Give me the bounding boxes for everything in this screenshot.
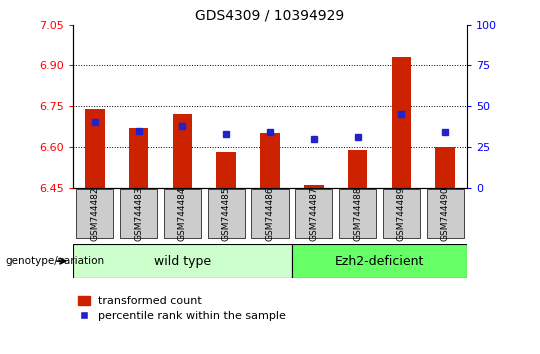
Text: GSM744482: GSM744482 xyxy=(90,186,99,240)
Text: genotype/variation: genotype/variation xyxy=(5,256,105,266)
FancyBboxPatch shape xyxy=(73,244,292,278)
Bar xyxy=(392,57,411,188)
Text: GSM744484: GSM744484 xyxy=(178,186,187,240)
Text: Ezh2-deficient: Ezh2-deficient xyxy=(335,255,424,268)
FancyBboxPatch shape xyxy=(427,189,464,238)
Bar xyxy=(435,147,455,188)
Bar xyxy=(129,128,148,188)
Bar xyxy=(173,114,192,188)
Bar xyxy=(348,150,367,188)
Legend: transformed count, percentile rank within the sample: transformed count, percentile rank withi… xyxy=(78,296,286,321)
Bar xyxy=(217,152,236,188)
Text: GSM744490: GSM744490 xyxy=(441,186,450,241)
Text: GSM744483: GSM744483 xyxy=(134,186,143,241)
FancyBboxPatch shape xyxy=(252,189,288,238)
FancyBboxPatch shape xyxy=(120,189,157,238)
Bar xyxy=(304,185,323,188)
FancyBboxPatch shape xyxy=(295,189,333,238)
Bar xyxy=(85,109,105,188)
FancyBboxPatch shape xyxy=(339,189,376,238)
Title: GDS4309 / 10394929: GDS4309 / 10394929 xyxy=(195,8,345,22)
Text: GSM744486: GSM744486 xyxy=(266,186,274,241)
Text: GSM744485: GSM744485 xyxy=(222,186,231,241)
Text: GSM744489: GSM744489 xyxy=(397,186,406,241)
Text: GSM744488: GSM744488 xyxy=(353,186,362,241)
FancyBboxPatch shape xyxy=(76,189,113,238)
FancyBboxPatch shape xyxy=(164,189,201,238)
Bar xyxy=(260,133,280,188)
FancyBboxPatch shape xyxy=(383,189,420,238)
FancyBboxPatch shape xyxy=(207,189,245,238)
Text: GSM744487: GSM744487 xyxy=(309,186,318,241)
FancyBboxPatch shape xyxy=(292,244,467,278)
Text: wild type: wild type xyxy=(154,255,211,268)
